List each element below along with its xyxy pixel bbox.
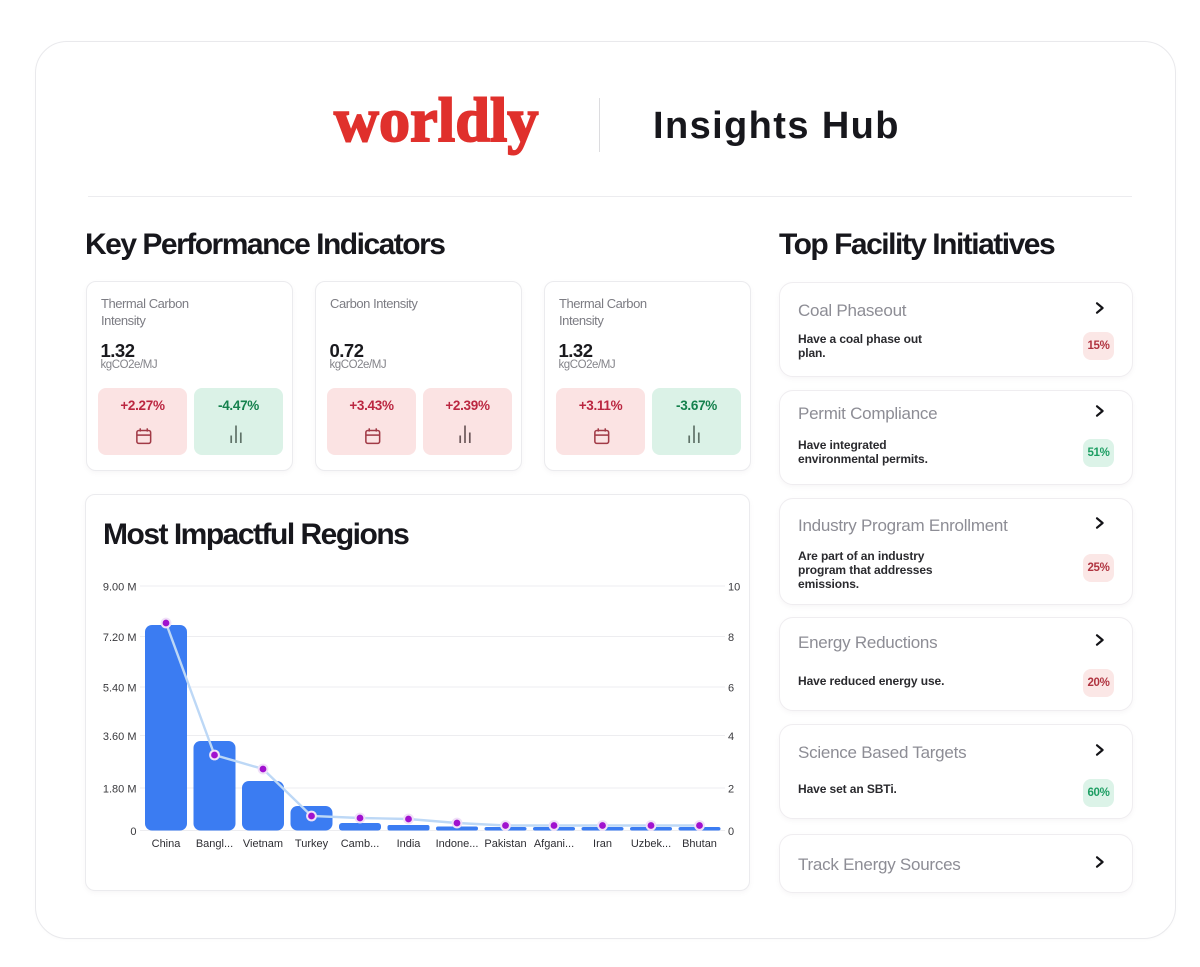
svg-text:Iran: Iran: [593, 838, 612, 850]
svg-text:2: 2: [728, 784, 734, 796]
svg-text:3.60 M: 3.60 M: [103, 731, 137, 743]
svg-text:Uzbek...: Uzbek...: [631, 838, 671, 850]
svg-text:7.20 M: 7.20 M: [103, 632, 137, 644]
svg-text:Bangl...: Bangl...: [196, 838, 233, 850]
svg-text:Vietnam: Vietnam: [243, 838, 283, 850]
svg-text:Camb...: Camb...: [341, 838, 380, 850]
svg-text:0: 0: [728, 826, 734, 838]
svg-text:10: 10: [728, 582, 740, 594]
svg-text:5.40 M: 5.40 M: [103, 683, 137, 695]
svg-text:Indone...: Indone...: [436, 838, 479, 850]
svg-text:Bhutan: Bhutan: [682, 838, 717, 850]
svg-text:Pakistan: Pakistan: [484, 838, 526, 850]
svg-text:1.80 M: 1.80 M: [103, 784, 137, 796]
svg-text:6: 6: [728, 683, 734, 695]
svg-text:Turkey: Turkey: [295, 838, 329, 850]
svg-text:4: 4: [728, 731, 734, 743]
svg-text:9.00 M: 9.00 M: [103, 582, 137, 594]
svg-text:China: China: [152, 838, 182, 850]
svg-text:India: India: [397, 838, 422, 850]
svg-text:8: 8: [728, 632, 734, 644]
svg-text:0: 0: [130, 826, 136, 838]
svg-text:Afgani...: Afgani...: [534, 838, 574, 850]
